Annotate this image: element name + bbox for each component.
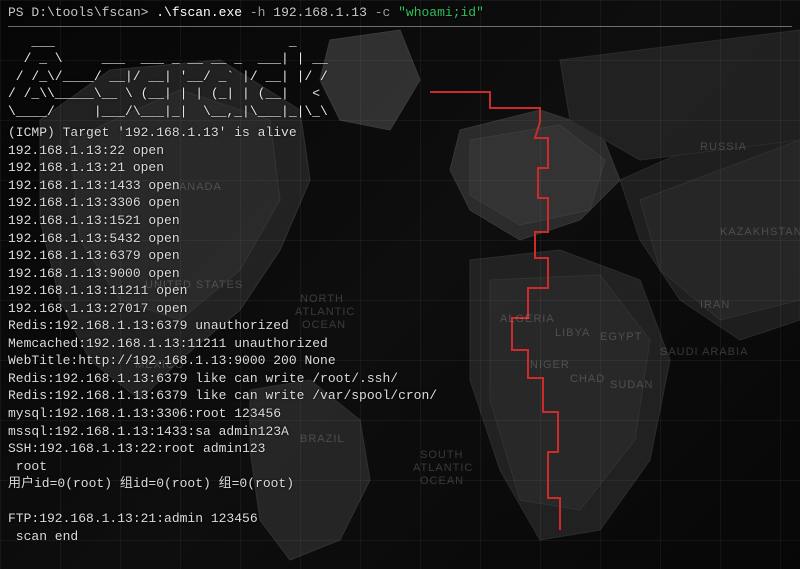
output-line: 192.168.1.13:27017 open [8,300,792,318]
output-line: mysql:192.168.1.13:3306:root 123456 [8,405,792,423]
prompt-line: PS D:\tools\fscan> .\fscan.exe -h 192.16… [8,4,792,22]
output-line: WebTitle:http://192.168.1.13:9000 200 No… [8,352,792,370]
output-line: 192.168.1.13:22 open [8,142,792,160]
output-line: Redis:192.168.1.13:6379 like can write /… [8,370,792,388]
output-line: 192.168.1.13:1521 open [8,212,792,230]
output-lines: (ICMP) Target '192.168.1.13' is alive192… [8,124,792,545]
command-exe: .\fscan.exe [156,5,250,20]
output-line: 192.168.1.13:11211 open [8,282,792,300]
command-ip: 192.168.1.13 [273,5,374,20]
output-line: scan end [8,528,792,546]
divider [8,26,792,27]
output-line: Memcached:192.168.1.13:11211 unauthorize… [8,335,792,353]
output-line: root [8,458,792,476]
shell-prompt: PS D:\tools\fscan> [8,5,156,20]
terminal-screenshot: CANADAUNITED STATESNORTHATLANTICOCEANMEX… [0,0,800,569]
output-line [8,493,792,511]
output-line: Redis:192.168.1.13:6379 like can write /… [8,387,792,405]
output-line: 192.168.1.13:5432 open [8,230,792,248]
command-flag-c: -c [375,5,398,20]
output-line: 192.168.1.13:21 open [8,159,792,177]
command-flag-h: -h [250,5,273,20]
output-line: (ICMP) Target '192.168.1.13' is alive [8,124,792,142]
output-line: 192.168.1.13:6379 open [8,247,792,265]
output-line: 用户id=0(root) 组id=0(root) 组=0(root) [8,475,792,493]
terminal-output: PS D:\tools\fscan> .\fscan.exe -h 192.16… [0,0,800,569]
output-line: 192.168.1.13:9000 open [8,265,792,283]
output-line: SSH:192.168.1.13:22:root admin123 [8,440,792,458]
output-line: FTP:192.168.1.13:21:admin 123456 [8,510,792,528]
command-string: "whoami;id" [398,5,484,20]
output-line: 192.168.1.13:3306 open [8,194,792,212]
output-line: Redis:192.168.1.13:6379 unauthorized [8,317,792,335]
output-line: 192.168.1.13:1433 open [8,177,792,195]
ascii-banner: ___ _ / _ \ ___ ___ _ __ __ _ ___| | __ … [8,33,792,121]
output-line: mssql:192.168.1.13:1433:sa admin123A [8,423,792,441]
